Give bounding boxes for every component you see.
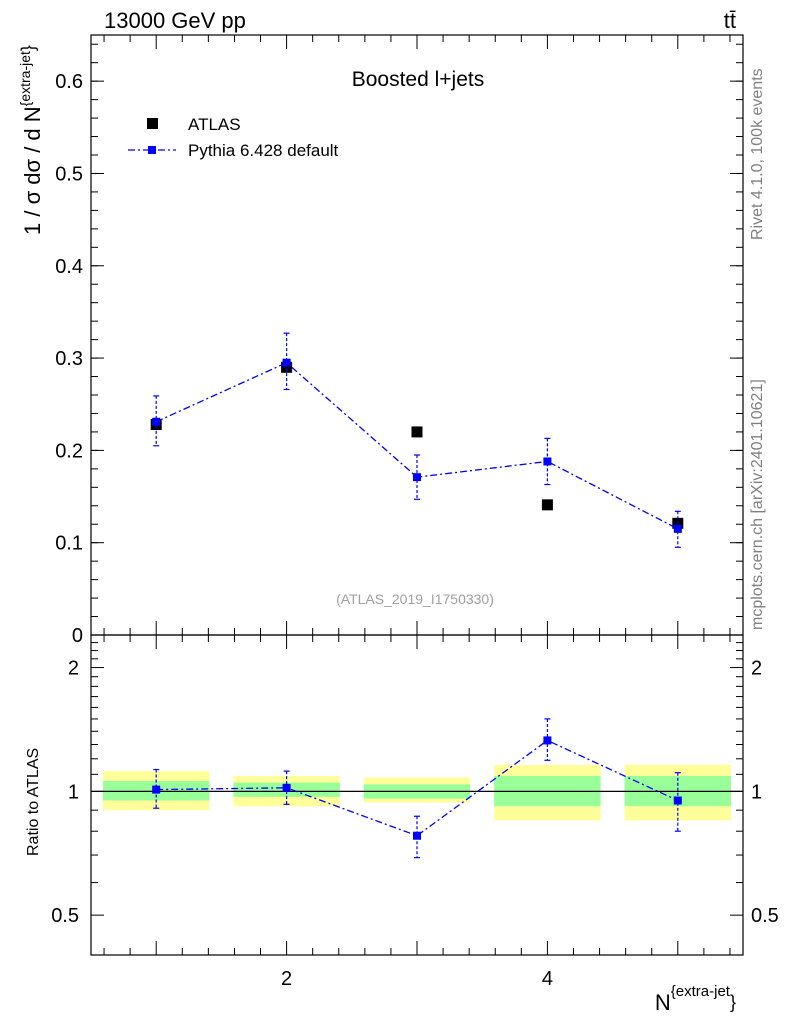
- ratio-mc-point: [673, 796, 682, 805]
- main-ylabel: 1 / σ dσ / d N{extra-jet}: [17, 45, 45, 235]
- ratio-mc-point: [413, 831, 421, 840]
- x-label-text: N: [655, 990, 671, 1015]
- ratio-mc-line: [156, 739, 679, 837]
- atlas-point: [411, 426, 423, 438]
- process-label: tt̄: [724, 8, 736, 33]
- ratio-ytick-label: 0.5: [51, 905, 79, 927]
- ratio-plot-area: 2 4 0.5 0.5 1 1 2 2: [51, 635, 779, 990]
- ratio-ylabel: Ratio to ATLAS: [25, 748, 42, 856]
- ratio-ytick-label-right: 1: [751, 781, 762, 803]
- mc-point: [152, 417, 161, 426]
- mc-line: [155, 361, 679, 530]
- main-ytick-label: 0.6: [55, 71, 83, 93]
- ratio-ytick-label: 2: [68, 658, 79, 680]
- x-label-brace: }: [730, 992, 736, 1012]
- main-ytick-label: 0.4: [55, 256, 83, 278]
- xtick-label: 2: [281, 968, 292, 990]
- ratio-ytick-label-right: 0.5: [751, 905, 779, 927]
- svg-text:1 / σ dσ / d N{extra-jet}: 1 / σ dσ / d N{extra-jet}: [17, 45, 45, 235]
- legend-marker-mc: [148, 146, 156, 154]
- x-label-sup: {extra-jet: [671, 983, 731, 1000]
- main-ylabel-brace: }: [18, 45, 38, 51]
- ratio-mc-point: [543, 736, 552, 745]
- main-ytick-label: 0.5: [55, 163, 83, 185]
- ratio-ytick-label-right: 2: [751, 658, 762, 680]
- ratio-mc-point: [282, 783, 291, 792]
- ratio-ytick-label: 1: [68, 781, 79, 803]
- x-axis-label: N{extra-jet}: [655, 983, 736, 1015]
- mc-point: [543, 457, 552, 466]
- watermark: (ATLAS_2019_I1750330): [336, 591, 494, 607]
- main-ylabel-sup: {extra-jet: [17, 51, 33, 106]
- mc-point: [413, 473, 421, 482]
- ratio-frame: [90, 634, 744, 956]
- main-ytick-label: 0.3: [55, 348, 83, 370]
- atlas-point: [281, 361, 293, 373]
- legend-label-atlas: ATLAS: [188, 115, 241, 134]
- main-ytick-label: 0.1: [55, 533, 83, 555]
- main-ytick-label: 0.2: [55, 440, 83, 462]
- legend-marker-atlas: [147, 118, 158, 129]
- rivet-label: Rivet 4.1.0, 100k events: [749, 68, 766, 240]
- mc-point: [282, 358, 291, 367]
- ratio-mc-point: [152, 785, 161, 794]
- main-ytick-label: 0: [72, 625, 83, 647]
- xtick-label: 4: [542, 968, 553, 990]
- svg-text:N{extra-jet}: N{extra-jet}: [655, 983, 736, 1015]
- plot-title: Boosted l+jets: [352, 68, 485, 91]
- legend-label-mc: Pythia 6.428 default: [188, 141, 339, 160]
- legend: ATLAS Pythia 6.428 default: [128, 115, 339, 160]
- main-plot-area: 0 0.1 0.2 0.3 0.4 0.5 0.6: [55, 35, 743, 647]
- main-ylabel-text: 1 / σ dσ / d N: [20, 106, 45, 235]
- atlas-point: [541, 499, 553, 511]
- energy-label: 13000 GeV pp: [104, 8, 246, 33]
- mc-point: [673, 524, 682, 533]
- mcplots-label: mcplots.cern.ch [arXiv:2401.10621]: [749, 379, 766, 630]
